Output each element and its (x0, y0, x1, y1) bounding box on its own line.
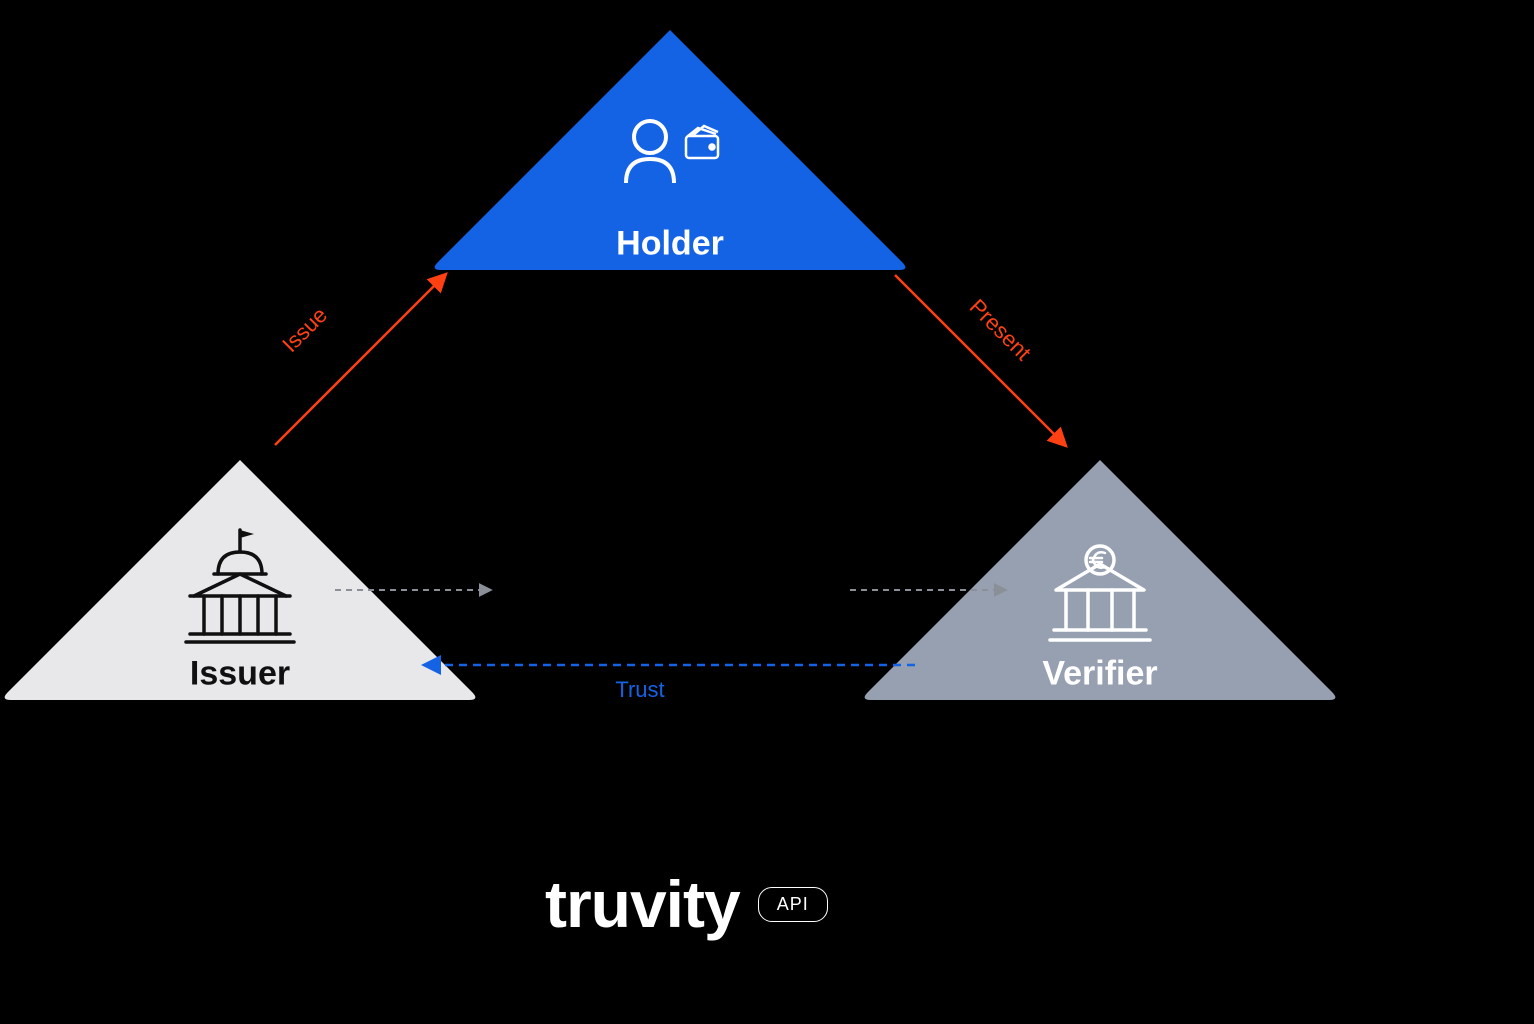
issuer-label: Issuer (190, 655, 290, 694)
diagram-canvas: Holder Issuer Verifier Issue Present Tru… (0, 0, 1534, 1024)
brand-badge: API (758, 887, 828, 922)
verifier-label: Verifier (1042, 655, 1157, 694)
brand-name: truvity (545, 866, 740, 942)
edge-issue (275, 275, 445, 445)
trust-label: Trust (615, 677, 664, 703)
holder-label: Holder (616, 225, 724, 264)
brand: truvity API (545, 866, 828, 942)
